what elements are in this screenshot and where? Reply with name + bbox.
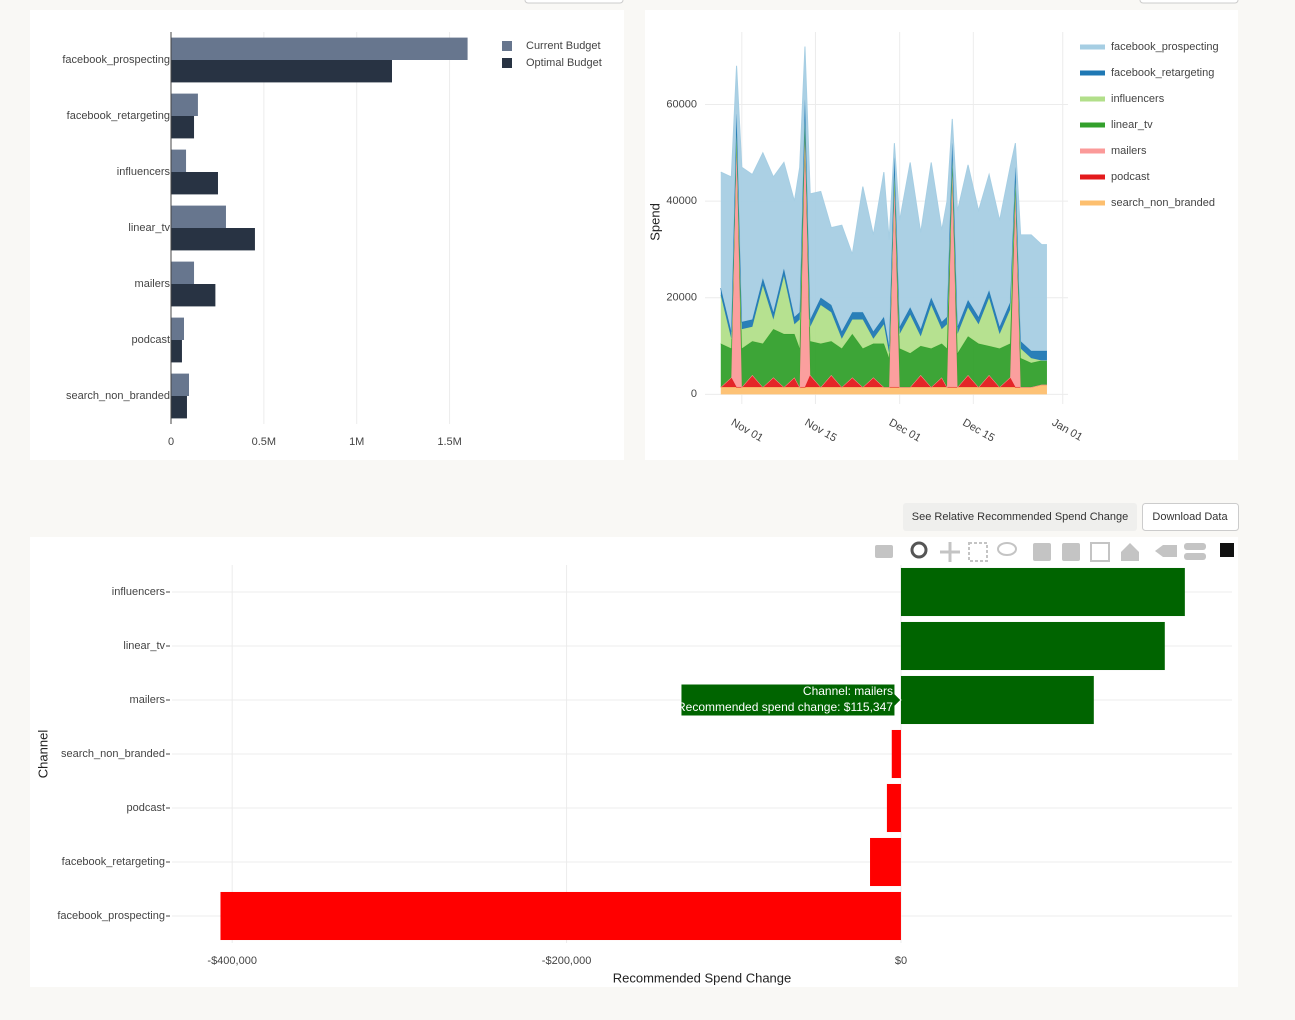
legend-label: linear_tv — [1111, 119, 1153, 131]
bar — [171, 60, 392, 83]
x-tick-label: $0 — [895, 955, 907, 967]
y-tick-label: facebook_prospecting — [62, 54, 170, 66]
cut-button[interactable] — [1139, 0, 1239, 4]
relative-button-label[interactable]: See Relative Recommended Spend Change — [912, 511, 1128, 523]
x-tick-label: -$200,000 — [542, 955, 592, 967]
y-tick-label: search_non_branded — [66, 390, 170, 402]
y-tick-label: facebook_retargeting — [62, 856, 165, 868]
x-tick-label: 0 — [168, 436, 174, 448]
logo-icon[interactable] — [1220, 543, 1234, 557]
y-tick-label: mailers — [135, 278, 171, 290]
hover-icon[interactable] — [1184, 553, 1206, 560]
legend-label: Optimal Budget — [526, 57, 602, 69]
download-button[interactable] — [1142, 503, 1239, 531]
legend-swatch — [502, 41, 512, 51]
x-tick-label: 1.5M — [437, 436, 461, 448]
y-tick-label: 60000 — [666, 98, 697, 110]
bar — [900, 567, 1185, 617]
tooltip-text: Channel: mailers — [803, 684, 893, 698]
y-tick-label: facebook_prospecting — [57, 910, 165, 922]
spike-icon[interactable] — [1155, 545, 1177, 557]
y-axis-title: Channel — [35, 730, 50, 779]
area-line — [720, 106, 1047, 364]
y-tick-label: influencers — [112, 586, 166, 598]
bar — [171, 261, 195, 284]
hover-icon[interactable] — [1184, 543, 1206, 550]
home-icon[interactable] — [1121, 543, 1139, 561]
x-tick-label: 1M — [349, 436, 364, 448]
area-line — [720, 46, 1047, 255]
bar — [171, 116, 195, 139]
autoscale-icon[interactable] — [1090, 542, 1110, 562]
zoom-in-icon[interactable] — [1033, 543, 1051, 561]
legend-label: facebook_prospecting — [1111, 41, 1219, 53]
download-button-label[interactable]: Download Data — [1152, 511, 1228, 523]
relative-button[interactable] — [903, 503, 1137, 531]
y-tick-label: mailers — [130, 694, 166, 706]
area — [720, 135, 1047, 388]
legend-swatch — [502, 58, 512, 68]
pan-icon[interactable] — [940, 542, 960, 562]
tooltip-text: Recommended spend change: $115,347 — [677, 700, 893, 714]
bar — [171, 37, 468, 60]
y-tick-label: linear_tv — [128, 222, 170, 234]
legend-label: facebook_retargeting — [1111, 67, 1214, 79]
area — [720, 106, 1047, 388]
bar — [171, 340, 182, 363]
legend-label: influencers — [1111, 93, 1165, 105]
bar — [171, 373, 190, 396]
bar — [171, 172, 218, 195]
zoom-icon[interactable] — [910, 541, 928, 559]
y-tick-label: 40000 — [666, 195, 697, 207]
bar — [220, 891, 901, 941]
modebar — [875, 541, 1234, 562]
x-tick-label: -$400,000 — [207, 955, 257, 967]
area — [720, 46, 1047, 351]
bar — [171, 205, 226, 228]
y-tick-label: podcast — [126, 802, 165, 814]
legend-label: search_non_branded — [1111, 197, 1215, 209]
select-icon[interactable] — [968, 542, 988, 562]
cut-button[interactable] — [524, 0, 624, 4]
bar — [891, 729, 901, 779]
y-tick-label: influencers — [117, 166, 171, 178]
bar — [900, 675, 1094, 725]
legend-label: podcast — [1111, 171, 1150, 183]
lasso-icon[interactable] — [997, 542, 1017, 556]
bar — [171, 228, 255, 251]
bar — [886, 783, 901, 833]
y-tick-label: facebook_retargeting — [67, 110, 170, 122]
bar — [171, 317, 184, 340]
bar — [870, 837, 901, 887]
tooltip-box — [680, 683, 902, 717]
bar — [171, 396, 187, 419]
bar — [171, 284, 216, 307]
legend-label: Current Budget — [526, 40, 601, 52]
y-tick-label: podcast — [131, 334, 170, 346]
y-tick-label: search_non_branded — [61, 748, 165, 760]
zoom-out-icon[interactable] — [1062, 543, 1080, 561]
x-tick-label: 0.5M — [252, 436, 276, 448]
legend-label: mailers — [1111, 145, 1147, 157]
area — [720, 106, 1047, 363]
y-tick-label: 0 — [691, 388, 697, 400]
x-axis-title: Recommended Spend Change — [613, 970, 792, 985]
camera-icon[interactable] — [875, 545, 893, 558]
y-axis-title: Spend — [647, 203, 662, 241]
bar — [171, 149, 187, 172]
bar — [171, 93, 198, 116]
y-tick-label: linear_tv — [123, 640, 165, 652]
panel — [30, 10, 624, 460]
y-tick-label: 20000 — [666, 292, 697, 304]
bar — [900, 621, 1165, 671]
